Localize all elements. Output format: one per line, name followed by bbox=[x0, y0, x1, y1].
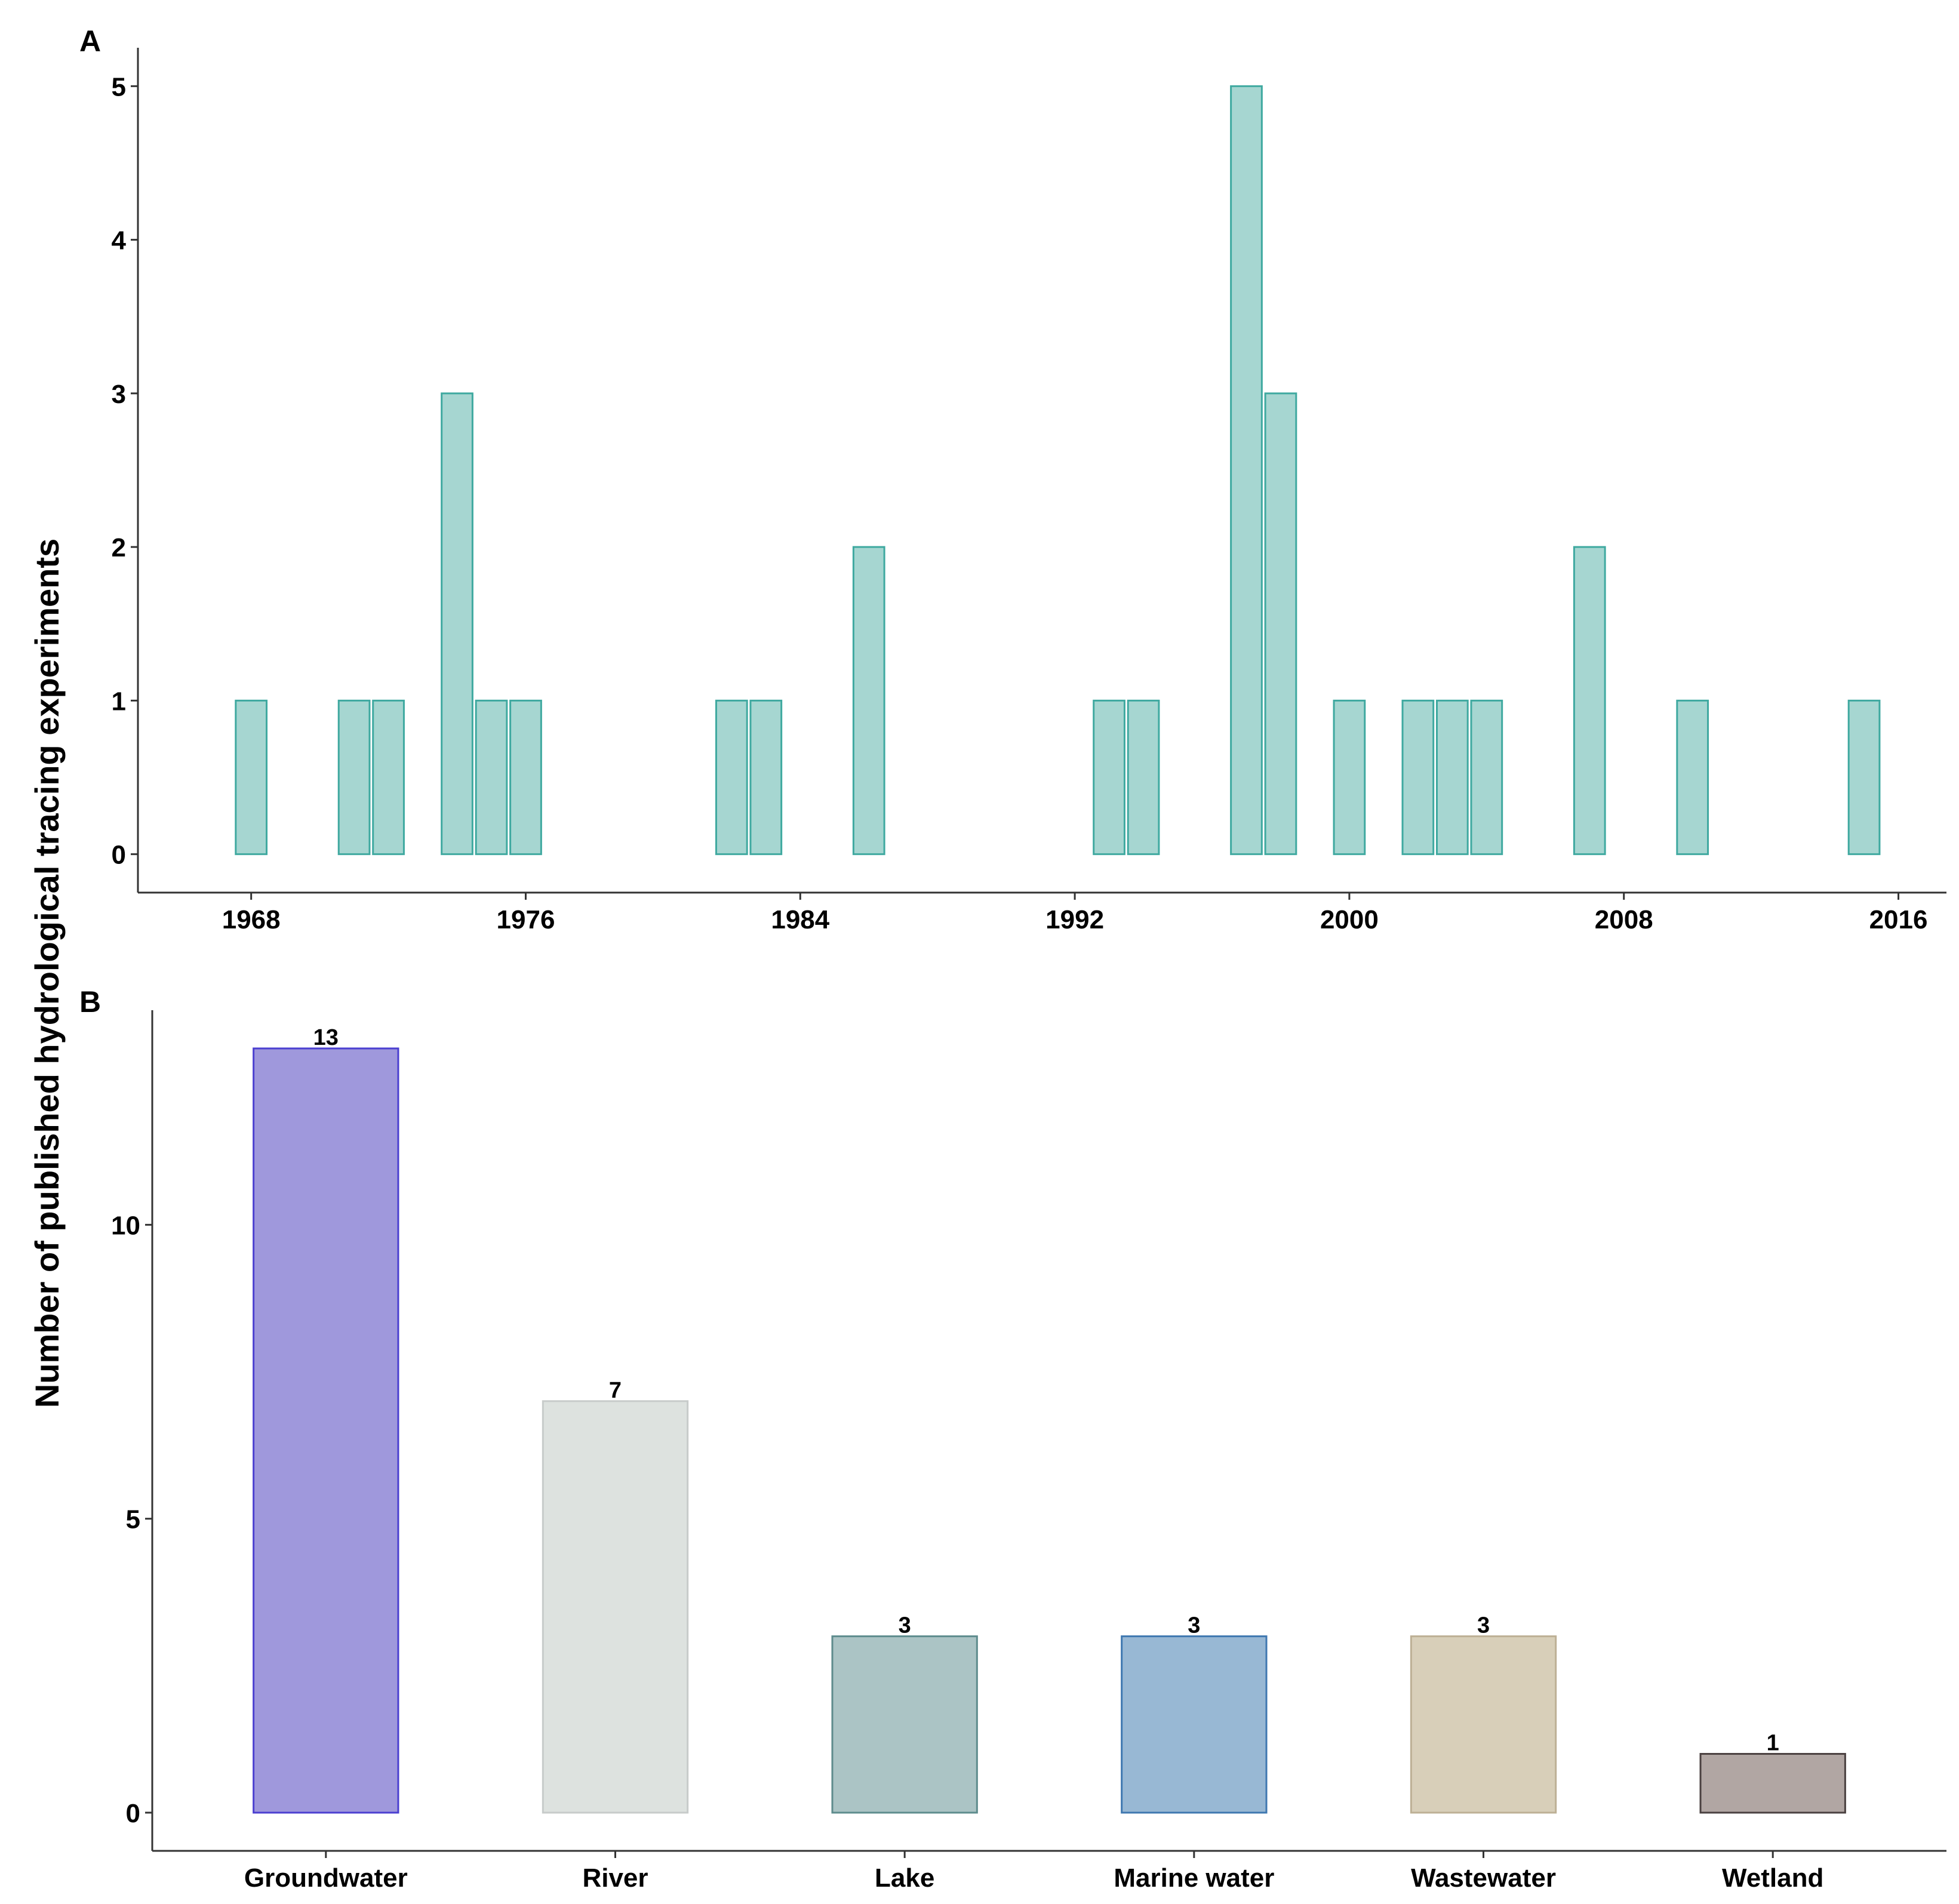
panel-b-y-ticks: 0 5 10 bbox=[111, 1211, 152, 1828]
panel-b-bar-chart: B 0 5 10 Groundwater River Lake Marine water W… bbox=[79, 985, 1946, 1893]
y-axis-title: Number of published hydrological tracing… bbox=[28, 539, 66, 1408]
panel-a-bar-1986 bbox=[852, 546, 885, 856]
panel-b-bar-wastewater bbox=[1410, 1635, 1557, 1814]
panel-a-bar-1998 bbox=[1264, 392, 1297, 856]
panel-b-data-label: 7 bbox=[609, 1378, 622, 1403]
panel-b-y-tick-label: 10 bbox=[111, 1211, 140, 1240]
panel-b-data-label: 1 bbox=[1767, 1731, 1779, 1756]
panel-b-x-ticks: Groundwater River Lake Marine water Wastewat… bbox=[244, 1851, 1823, 1893]
panel-a-bar-2003 bbox=[1435, 699, 1469, 856]
panel-b-data-labels: 13 7 3 3 3 1 bbox=[313, 1025, 1779, 1756]
panel-b-bar-lake bbox=[831, 1635, 978, 1814]
panel-b-x-tick-label: Wetland bbox=[1722, 1863, 1823, 1893]
panel-b-x-tick-label: Wastewater bbox=[1411, 1863, 1556, 1893]
panel-a-bar-chart: A 0 1 2 3 4 5 1968 1976 1984 1992 2000 2008 2016 bbox=[79, 24, 1946, 934]
panel-a-x-tick-label: 2016 bbox=[1869, 905, 1928, 934]
panel-a-letter: A bbox=[79, 24, 101, 58]
panel-a-bar-1983 bbox=[749, 699, 783, 856]
panel-a-x-ticks: 1968 1976 1984 1992 2000 2008 2016 bbox=[222, 893, 1928, 934]
panel-a-x-tick-label: 1968 bbox=[222, 905, 281, 934]
panel-a-x-tick-label: 1992 bbox=[1045, 905, 1104, 934]
panel-a-y-tick-label: 0 bbox=[112, 841, 126, 870]
panel-b-bar-groundwater bbox=[253, 1047, 399, 1814]
panel-a-bar-2000 bbox=[1333, 699, 1366, 856]
panel-a-bar-1971 bbox=[337, 699, 371, 856]
panel-b-bar-marine-water bbox=[1121, 1635, 1268, 1814]
panel-b-data-label: 13 bbox=[313, 1025, 339, 1050]
panel-b-data-label: 3 bbox=[899, 1613, 911, 1638]
panel-a-bar-2004 bbox=[1470, 699, 1503, 856]
panel-a-x-tick-label: 2008 bbox=[1595, 905, 1653, 934]
panel-a-bar-2007 bbox=[1573, 546, 1606, 856]
panel-a-x-tick-label: 2000 bbox=[1320, 905, 1379, 934]
panel-b-bars bbox=[253, 1047, 1846, 1814]
panel-a-x-tick-label: 1984 bbox=[771, 905, 829, 934]
panel-b-data-label: 3 bbox=[1188, 1613, 1200, 1638]
panel-b-x-tick-label: Marine water bbox=[1114, 1863, 1274, 1893]
panel-a-bar-1982 bbox=[715, 699, 748, 856]
panel-b-bar-river bbox=[542, 1400, 689, 1814]
panel-a-y-tick-label: 3 bbox=[112, 380, 126, 409]
panel-a-bar-1993 bbox=[1093, 699, 1125, 856]
panel-a-y-tick-label: 1 bbox=[112, 687, 126, 716]
panel-a-x-tick-label: 1976 bbox=[497, 905, 555, 934]
panel-b-data-label: 3 bbox=[1477, 1613, 1490, 1638]
panel-b-y-tick-label: 5 bbox=[126, 1505, 140, 1534]
panel-a-y-tick-label: 2 bbox=[112, 533, 126, 562]
panel-a-bars bbox=[235, 85, 1881, 856]
panel-a-y-ticks: 0 1 2 3 4 5 bbox=[112, 72, 138, 870]
panel-a-bar-1968 bbox=[235, 699, 268, 856]
panel-b-bar-wetland bbox=[1699, 1753, 1846, 1814]
panel-b-letter: B bbox=[79, 985, 101, 1019]
panel-a-bar-1994 bbox=[1127, 699, 1160, 856]
panel-a-bar-1974 bbox=[441, 392, 473, 856]
panel-a-bar-2002 bbox=[1401, 699, 1435, 856]
panel-b-x-tick-label: Groundwater bbox=[244, 1863, 408, 1893]
panel-a-y-tick-label: 5 bbox=[112, 72, 126, 101]
panel-a-bar-1972 bbox=[372, 699, 405, 856]
panel-a-bar-1997 bbox=[1230, 85, 1263, 856]
panel-b-x-tick-label: River bbox=[582, 1863, 648, 1893]
panel-a-bar-2015 bbox=[1847, 699, 1881, 856]
panel-a-bar-1976 bbox=[509, 699, 542, 856]
panel-b-x-tick-label: Lake bbox=[875, 1863, 934, 1893]
panel-b-y-tick-label: 0 bbox=[126, 1799, 140, 1828]
panel-a-bar-2010 bbox=[1676, 699, 1709, 856]
panel-a-y-tick-label: 4 bbox=[112, 226, 127, 256]
panel-a-bar-1975 bbox=[475, 699, 508, 856]
